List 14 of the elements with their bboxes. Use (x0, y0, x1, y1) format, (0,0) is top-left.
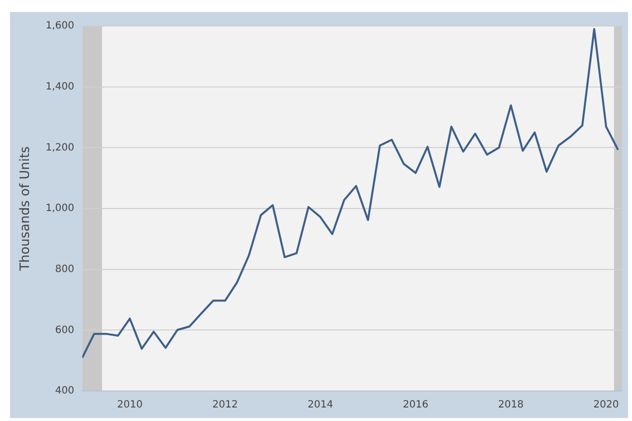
y-tick-label: 1,600 (46, 20, 74, 32)
x-tick-label: 2020 (593, 400, 619, 411)
y-tick-label: 800 (55, 264, 74, 275)
x-tick-label: 2012 (212, 400, 238, 411)
x-tick-label: 2018 (498, 400, 524, 411)
x-tick-label: 2010 (117, 400, 143, 411)
x-tick-label: 2014 (308, 400, 334, 411)
y-tick-label: 1,200 (46, 142, 74, 154)
y-tick-label: 400 (55, 386, 74, 397)
y-tick-label: 1,000 (46, 203, 74, 214)
y-tick-label: 1,400 (46, 81, 74, 92)
y-axis-title: Thousands of Units (18, 146, 34, 272)
x-tick-label: 2016 (402, 400, 428, 411)
y-tick-label: 600 (55, 324, 74, 336)
